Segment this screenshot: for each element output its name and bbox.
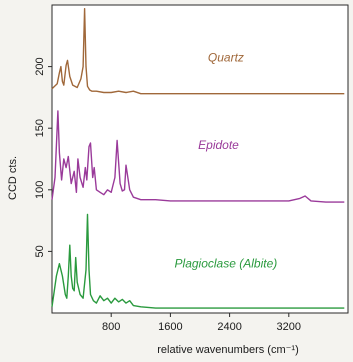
x-tick-label-3: 3200 <box>277 321 301 333</box>
y-axis-label: CCD cts. <box>7 156 19 200</box>
series-label-1: Epidote <box>198 138 239 152</box>
x-tick-label-0: 800 <box>102 321 120 333</box>
label-layer: Quartz Epidote Plagioclase (Albite) <box>175 51 278 271</box>
series-line-0 <box>51 7 345 95</box>
plot-area <box>51 4 349 314</box>
series-layer <box>51 7 345 309</box>
x-tick-label-2: 2400 <box>217 321 241 333</box>
y-tick-label-2: 150 <box>34 119 46 137</box>
y-tick-label-3: 200 <box>34 57 46 75</box>
series-line-2 <box>51 213 345 309</box>
y-tick-label-0: 50 <box>34 245 46 257</box>
x-axis-label: relative wavenumbers (cm⁻¹) <box>157 344 299 356</box>
ticks-layer: 800 1600 2400 3200 50 100 150 200 <box>34 57 301 333</box>
x-tick-label-1: 1600 <box>158 321 182 333</box>
series-line-1 <box>51 110 345 203</box>
series-label-0: Quartz <box>208 51 244 65</box>
y-tick-label-1: 100 <box>34 181 46 199</box>
series-label-2: Plagioclase (Albite) <box>175 256 278 270</box>
